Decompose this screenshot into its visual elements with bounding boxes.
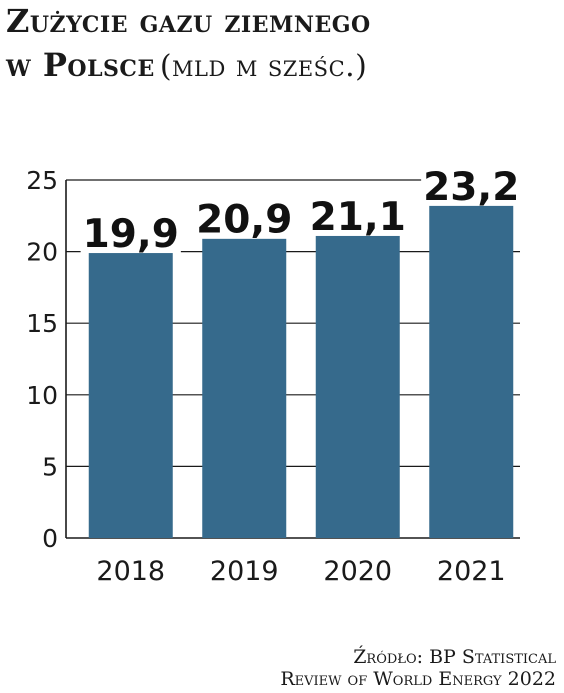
chart-title: Zużycie gazu ziemnego w Polsce (mld m sz…	[6, 2, 558, 90]
x-tick-label: 2021	[437, 556, 506, 587]
source-note: Źródło: BP Statistical Review of World E…	[280, 646, 556, 690]
bar-2021	[429, 205, 514, 538]
x-tick-label: 2018	[96, 556, 165, 587]
title-main-1: Zużycie gazu ziemnego	[6, 2, 371, 40]
y-tick-label: 25	[26, 166, 58, 195]
source-line-1: Źródło: BP Statistical	[353, 646, 556, 668]
y-tick-label: 20	[26, 238, 58, 267]
bar-2018	[88, 253, 173, 539]
bar-2019	[202, 238, 287, 538]
y-tick-label: 10	[26, 381, 58, 410]
value-label-2020: 21,1	[310, 195, 406, 240]
value-label-background	[307, 198, 408, 236]
y-tick-label: 15	[26, 309, 58, 338]
value-label-background	[421, 168, 522, 206]
title-main-2: w Polsce	[6, 46, 155, 84]
value-label-2018: 19,9	[83, 212, 179, 257]
y-tick-label: 0	[42, 524, 58, 553]
value-label-2019: 20,9	[196, 198, 292, 243]
value-label-background	[194, 201, 295, 239]
source-line-2: Review of World Energy 2022	[280, 668, 556, 690]
bar-layer	[88, 205, 514, 539]
bar-2020	[315, 235, 400, 538]
value-label-background	[80, 216, 181, 254]
x-tick-label: 2020	[323, 556, 392, 587]
value-label-2021: 23,2	[423, 165, 519, 210]
title-line-1: Zużycie gazu ziemnego	[6, 2, 558, 46]
title-unit: (mld m sześc.)	[159, 49, 368, 84]
label-layer: 0 5 10 15 20 25 19,9 2018 20,9 2019 21,1 2020 23,2 20…	[26, 165, 522, 587]
title-line-2: w Polsce (mld m sześc.)	[6, 46, 558, 90]
y-tick-label: 5	[42, 452, 58, 481]
x-tick-label: 2019	[210, 556, 279, 587]
